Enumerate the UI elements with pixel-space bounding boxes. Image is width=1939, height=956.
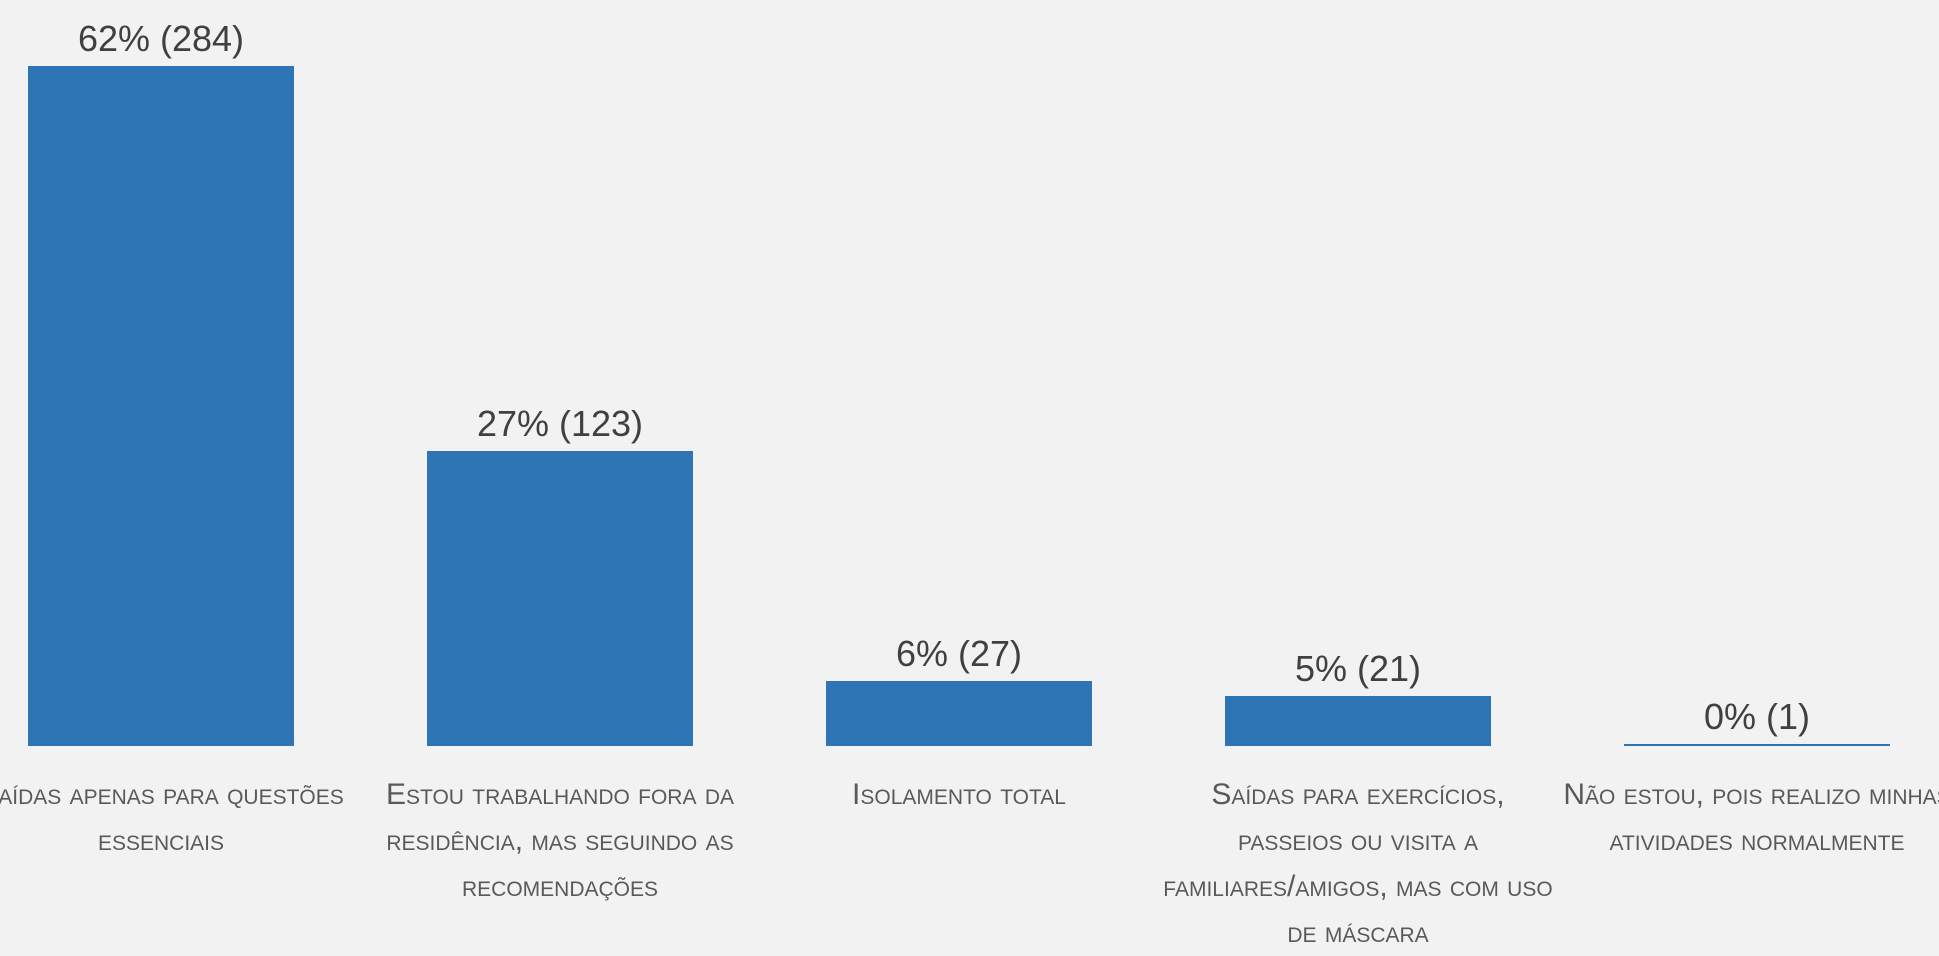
bar [1624, 743, 1890, 746]
category-label: Estou trabalhando fora da residência, ma… [385, 778, 734, 903]
category-label: Saídas apenas para questões essenciais [0, 778, 344, 857]
bar [1225, 695, 1491, 746]
category-label: Isolamento total [852, 778, 1066, 811]
value-label: 27% (123) [476, 403, 644, 445]
value-label: 0% (1) [1703, 695, 1811, 737]
value-label: 6% (27) [895, 633, 1023, 675]
bar [427, 451, 693, 746]
value-label: 5% (21) [1294, 647, 1422, 689]
category-label: Saídas para exercícios, passeios ou visi… [1163, 778, 1553, 949]
value-label: 62% (284) [77, 18, 245, 59]
category-label: Não estou, pois realizo minhas atividade… [1563, 778, 1939, 857]
bar [28, 66, 294, 746]
bar [826, 681, 1092, 746]
